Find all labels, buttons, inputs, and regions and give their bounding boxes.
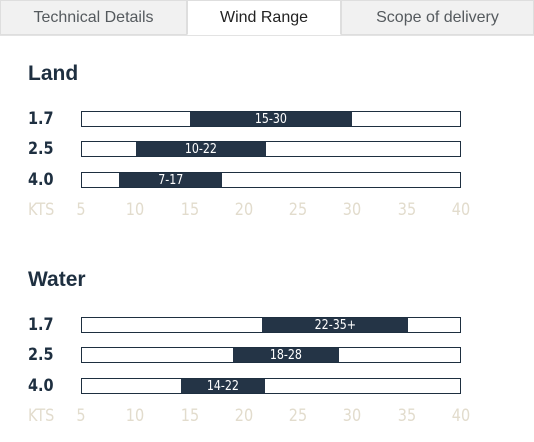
section-title-land: Land xyxy=(28,62,79,85)
wind-range-track: 22-35+ xyxy=(81,317,461,333)
kite-size-label: 1.7 xyxy=(28,109,54,129)
axis-tick-label: 25 xyxy=(288,406,308,426)
axis-tick-label: 25 xyxy=(288,200,308,220)
wind-range-track: 7-17 xyxy=(81,172,461,188)
axis-tick-label: 35 xyxy=(397,406,416,426)
wind-range-track: 14-22 xyxy=(81,378,461,394)
wind-range-track: 10-22 xyxy=(81,141,461,157)
tab-scope-of-delivery[interactable]: Scope of delivery xyxy=(341,0,534,35)
wind-range-bar: 15-30 xyxy=(190,111,352,127)
wind-range-bar: 10-22 xyxy=(136,141,266,157)
kite-size-label: 2.5 xyxy=(28,345,54,365)
axis-tick-label: 30 xyxy=(343,406,362,426)
axis-unit-label: KTS xyxy=(28,200,55,220)
wind-range-value: 15-30 xyxy=(254,111,288,127)
axis-tick-label: 5 xyxy=(76,406,86,426)
wind-range-value: 7-17 xyxy=(158,172,184,188)
wind-range-value: 18-28 xyxy=(270,347,303,363)
wind-range-track: 15-30 xyxy=(81,111,461,127)
kite-size-label: 2.5 xyxy=(28,139,54,159)
tab-bar: Technical Details Wind Range Scope of de… xyxy=(0,0,534,36)
wind-range-value: 22-35+ xyxy=(314,317,356,333)
wind-range-bar: 14-22 xyxy=(181,378,265,394)
axis-tick-label: 40 xyxy=(451,200,471,220)
axis-tick-label: 20 xyxy=(234,406,254,426)
axis-unit-label: KTS xyxy=(28,406,55,426)
wind-range-bar: 18-28 xyxy=(233,347,340,363)
tab-wind-range[interactable]: Wind Range xyxy=(187,0,341,35)
axis-tick-label: 30 xyxy=(343,200,362,220)
axis-tick-label: 10 xyxy=(126,200,145,220)
axis-tick-label: 15 xyxy=(180,200,199,220)
kite-size-label: 1.7 xyxy=(28,315,54,335)
axis-tick-label: 5 xyxy=(76,200,86,220)
kite-size-label: 4.0 xyxy=(28,170,54,190)
kite-size-label: 4.0 xyxy=(28,376,54,396)
wind-range-bar: 22-35+ xyxy=(262,317,409,333)
axis-tick-label: 40 xyxy=(451,406,471,426)
wind-range-value: 10-22 xyxy=(184,141,217,157)
section-title-water: Water xyxy=(28,268,86,291)
wind-range-value: 14-22 xyxy=(206,378,239,394)
tab-divider xyxy=(0,35,534,36)
tab-technical-details[interactable]: Technical Details xyxy=(0,0,187,35)
axis-tick-label: 15 xyxy=(180,406,199,426)
axis-tick-label: 35 xyxy=(397,200,416,220)
axis-tick-label: 20 xyxy=(234,200,254,220)
wind-range-track: 18-28 xyxy=(81,347,461,363)
axis-tick-label: 10 xyxy=(126,406,145,426)
wind-range-bar: 7-17 xyxy=(118,172,223,188)
